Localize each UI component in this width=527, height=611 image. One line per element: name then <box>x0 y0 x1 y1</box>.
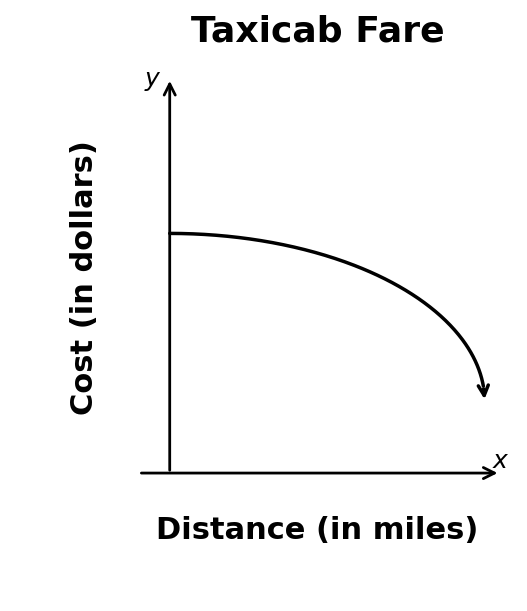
Title: Taxicab Fare: Taxicab Fare <box>191 15 444 49</box>
Text: Cost (in dollars): Cost (in dollars) <box>70 141 99 415</box>
Text: Distance (in miles): Distance (in miles) <box>157 516 479 545</box>
Text: $x$: $x$ <box>492 449 510 473</box>
Text: $y$: $y$ <box>144 69 162 93</box>
